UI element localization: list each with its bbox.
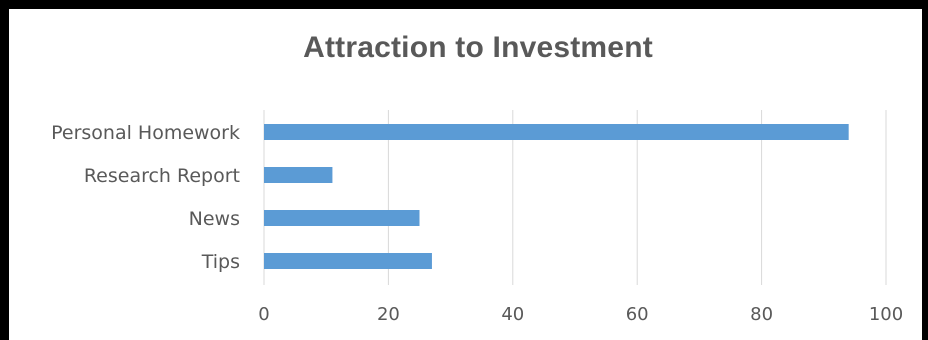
category-label: News bbox=[189, 208, 240, 230]
bar-news bbox=[264, 210, 420, 226]
category-label: Tips bbox=[201, 251, 240, 273]
category-label: Personal Homework bbox=[51, 122, 240, 144]
x-tick-label: 20 bbox=[377, 304, 400, 325]
category-labels: Personal Homework Research Report News Tips bbox=[51, 122, 240, 273]
chart-title: Attraction to Investment bbox=[303, 31, 653, 64]
bar-research-report bbox=[264, 167, 333, 183]
bar-tips bbox=[264, 253, 432, 269]
x-tick-label: 0 bbox=[258, 304, 269, 325]
x-tick-label: 100 bbox=[869, 304, 903, 325]
category-label: Research Report bbox=[84, 165, 240, 187]
x-tick-labels: 0 20 40 60 80 100 bbox=[258, 304, 903, 325]
bar-personal-homework bbox=[264, 124, 849, 140]
bars bbox=[264, 124, 849, 269]
x-tick-label: 80 bbox=[750, 304, 773, 325]
x-tick-label: 60 bbox=[626, 304, 649, 325]
x-tick-label: 40 bbox=[501, 304, 524, 325]
